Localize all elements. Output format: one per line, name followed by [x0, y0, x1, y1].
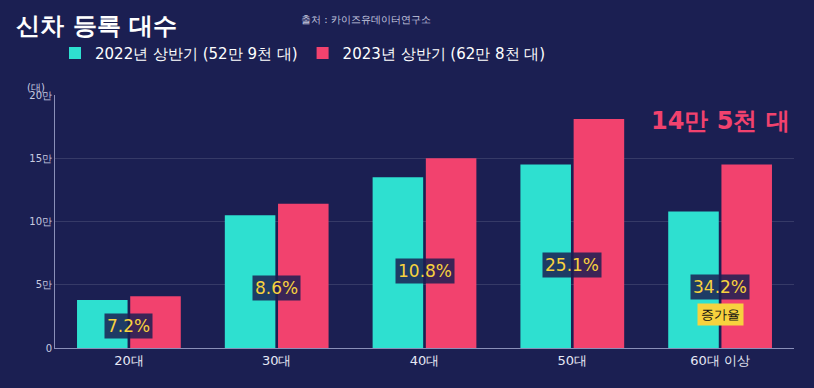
- svg-text:10만: 10만: [29, 216, 52, 227]
- svg-text:20만: 20만: [29, 90, 52, 101]
- svg-text:8.6%: 8.6%: [255, 278, 298, 298]
- svg-text:34.2%: 34.2%: [693, 277, 747, 297]
- svg-text:14만 5천 대: 14만 5천 대: [651, 107, 790, 135]
- svg-text:증가율: 증가율: [701, 307, 740, 322]
- svg-text:2022년 상반기 (52만 9천 대): 2022년 상반기 (52만 9천 대): [95, 45, 298, 63]
- svg-text:10.8%: 10.8%: [398, 261, 452, 281]
- svg-text:신차 등록 대수: 신차 등록 대수: [16, 12, 177, 40]
- svg-text:2023년 상반기 (62만 8천 대): 2023년 상반기 (62만 8천 대): [343, 45, 546, 63]
- svg-text:(대): (대): [27, 82, 45, 93]
- svg-text:7.2%: 7.2%: [107, 316, 150, 336]
- svg-text:출처 : 카이즈유데이터연구소: 출처 : 카이즈유데이터연구소: [301, 14, 431, 25]
- svg-text:60대 이상: 60대 이상: [690, 353, 750, 368]
- svg-text:30대: 30대: [262, 353, 292, 368]
- svg-text:5만: 5만: [36, 279, 52, 290]
- svg-text:20대: 20대: [114, 353, 144, 368]
- svg-text:40대: 40대: [410, 353, 440, 368]
- svg-text:50대: 50대: [558, 353, 588, 368]
- svg-text:25.1%: 25.1%: [545, 255, 599, 275]
- svg-text:0: 0: [46, 343, 52, 354]
- svg-text:15만: 15만: [29, 153, 52, 164]
